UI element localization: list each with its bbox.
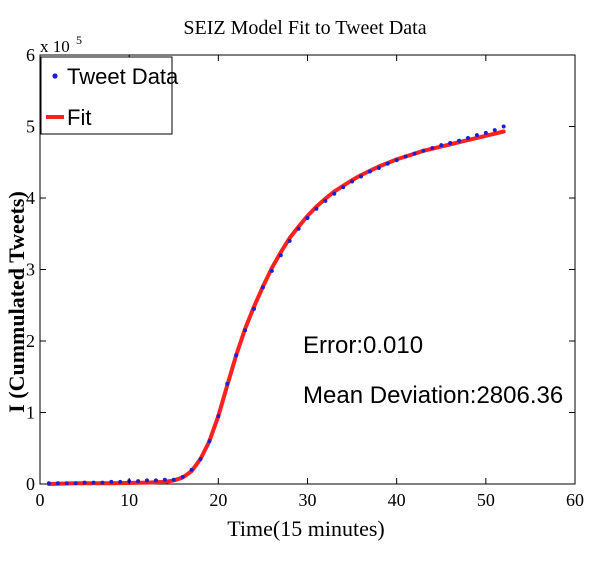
data-point-tweet — [305, 216, 310, 221]
data-point-tweet — [153, 478, 158, 483]
data-point-tweet — [243, 328, 248, 333]
data-point-tweet — [252, 306, 256, 311]
data-point-tweet — [483, 130, 488, 135]
x-tick-label: 10 — [120, 490, 138, 510]
data-point-tweet — [287, 238, 292, 243]
y-tick-label: 4 — [26, 188, 35, 208]
legend: Tweet Data Fit — [40, 56, 179, 135]
legend-marker-tweet-data — [52, 73, 58, 79]
y-tick-label: 5 — [26, 117, 35, 137]
data-point-tweet — [269, 268, 274, 273]
data-point-tweet — [501, 124, 506, 129]
data-point-tweet — [439, 143, 444, 148]
data-point-tweet — [55, 481, 60, 486]
data-point-tweet — [46, 481, 51, 486]
chart-title: SEIZ Model Fit to Tweet Data — [183, 17, 426, 39]
data-point-tweet — [136, 479, 141, 484]
data-point-tweet — [332, 191, 337, 196]
data-point-tweet — [234, 353, 239, 358]
data-point-tweet — [448, 140, 453, 145]
x-tick-label: 50 — [477, 490, 495, 510]
data-point-tweet — [341, 185, 346, 190]
y-tick-label: 3 — [26, 260, 35, 280]
data-point-tweet — [376, 165, 381, 170]
y-tick-label: 1 — [26, 403, 35, 423]
y-axis-label: I (Cummulated Tweets) — [4, 191, 29, 413]
data-point-tweet — [64, 481, 69, 486]
data-point-tweet — [118, 479, 123, 484]
data-point-tweet — [314, 206, 319, 211]
x-axis-label: Time(15 minutes) — [227, 516, 384, 541]
data-point-tweet — [109, 479, 114, 484]
x-tick-label: 40 — [388, 490, 406, 510]
data-point-tweet — [198, 456, 203, 461]
data-point-tweet — [162, 477, 167, 482]
x-tick-label: 30 — [299, 490, 317, 510]
x-tick-label: 0 — [36, 490, 45, 510]
y-scale-label: x 10 — [40, 37, 70, 56]
y-tick-label: 0 — [26, 474, 35, 494]
legend-box — [40, 56, 173, 135]
legend-label-tweet-data: Tweet Data — [67, 64, 179, 89]
data-point-tweet — [350, 179, 355, 184]
data-point-tweet — [260, 285, 265, 290]
data-point-tweet — [91, 480, 96, 485]
data-point-tweet — [171, 477, 176, 482]
data-point-tweet — [457, 138, 462, 143]
data-point-tweet — [492, 128, 497, 133]
data-point-tweet — [207, 439, 212, 444]
y-scale-exponent: 5 — [76, 33, 82, 47]
data-point-tweet — [225, 381, 230, 386]
data-point-tweet — [216, 414, 221, 419]
y-tick-label: 2 — [26, 331, 35, 351]
data-point-tweet — [296, 226, 301, 231]
data-point-tweet — [323, 198, 328, 203]
series-layer — [46, 124, 506, 486]
data-point-tweet — [385, 161, 390, 166]
data-point-tweet — [421, 148, 426, 153]
data-point-tweet — [82, 480, 87, 485]
y-tick-label: 6 — [26, 45, 35, 65]
tick-layer: 0 10 20 30 40 50 60 0 1 2 3 4 5 6 — [26, 45, 584, 510]
annotation-error: Error:0.010 — [303, 332, 423, 359]
data-point-tweet — [412, 151, 417, 156]
data-point-tweet — [100, 480, 105, 485]
data-point-tweet — [394, 158, 399, 163]
annotation-mean-deviation: Mean Deviation:2806.36 — [303, 382, 563, 409]
x-tick-label: 20 — [209, 490, 227, 510]
data-point-tweet — [367, 169, 372, 174]
data-point-tweet — [189, 467, 194, 472]
data-point-tweet — [359, 174, 363, 179]
data-point-tweet — [466, 135, 470, 140]
data-point-tweet — [474, 133, 479, 138]
data-point-tweet — [278, 253, 283, 258]
data-point-tweet — [403, 154, 408, 159]
data-point-tweet — [73, 481, 78, 486]
data-point-tweet — [145, 478, 149, 483]
data-point-tweet — [430, 145, 435, 150]
data-point-tweet — [180, 474, 185, 479]
x-tick-label: 60 — [566, 490, 584, 510]
legend-label-fit: Fit — [67, 105, 91, 130]
